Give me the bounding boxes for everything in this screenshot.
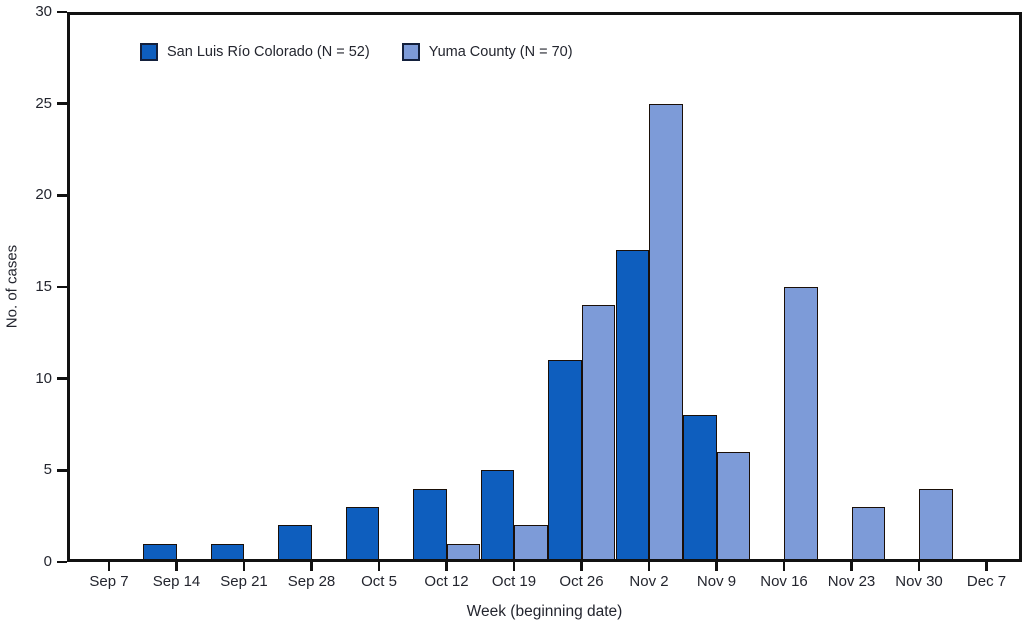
bar-san-luis-rio-colorado-oct-26 [548,360,582,562]
bar-yuma-county-nov-30 [919,488,953,562]
x-tick-label: Oct 5 [361,573,397,590]
legend: San Luis Río Colorado (N = 52) Yuma Coun… [140,43,573,61]
y-tick-mark [57,560,67,564]
x-tick-label: Dec 7 [966,573,1007,590]
y-tick-label: 30 [35,3,52,20]
legend-label-san-luis-rio-colorado: San Luis Río Colorado (N = 52) [167,44,370,60]
y-tick-mark [57,10,67,14]
x-tick-mark [175,562,178,571]
bar-yuma-county-oct-19 [514,525,548,562]
x-tick-label: Sep 21 [220,573,268,590]
x-tick-mark [242,562,246,571]
y-tick-mark [57,194,67,197]
x-tick-label: Sep 7 [89,573,129,590]
bar-san-luis-rio-colorado-sep-28 [278,525,312,562]
x-tick-mark [917,562,921,571]
bar-san-luis-rio-colorado-nov-9 [683,415,717,562]
x-tick-mark [445,562,448,571]
bar-san-luis-rio-colorado-oct-5 [345,507,379,562]
plot-area-border [67,12,1022,562]
x-tick-label: Sep 28 [287,573,336,590]
legend-item-san-luis-rio-colorado: San Luis Río Colorado (N = 52) [140,43,370,61]
y-tick-label: 20 [35,186,52,204]
x-tick-label: Oct 12 [424,573,469,590]
x-tick-mark [107,562,111,571]
legend-item-yuma-county: Yuma County (N = 70) [401,43,573,61]
y-tick-label: 0 [43,553,52,570]
bar-san-luis-rio-colorado-nov-2 [615,250,649,562]
bar-san-luis-rio-colorado-sep-14 [143,543,177,562]
x-tick-label: Nov 16 [760,573,808,590]
x-tick-label: Oct 19 [491,573,537,590]
x-tick-label: Nov 30 [895,573,943,590]
y-tick-label: 10 [35,369,52,387]
x-tick-mark [512,562,516,571]
bar-san-luis-rio-colorado-oct-19 [480,470,514,562]
legend-swatch-san-luis-rio-colorado [140,43,158,61]
x-tick-mark [850,562,853,571]
x-tick-label: Nov 9 [696,573,737,590]
x-tick-label: Oct 26 [559,573,604,590]
bar-san-luis-rio-colorado-sep-21 [210,543,244,562]
legend-label-yuma-county: Yuma County (N = 70) [428,44,573,60]
x-tick-label: Nov 23 [827,573,876,590]
legend-swatch-yuma-county [401,43,420,61]
y-tick-mark [57,102,67,105]
x-tick-mark [647,562,651,571]
x-tick-mark [782,562,786,571]
x-axis-title: Week (beginning date) [466,603,623,620]
x-tick-mark [310,562,313,571]
bar-yuma-county-nov-9 [716,452,750,562]
bar-yuma-county-oct-26 [581,305,615,562]
bar-yuma-county-nov-16 [784,287,818,562]
y-tick-mark [57,285,67,289]
bar-yuma-county-oct-12 [446,543,480,562]
x-tick-mark [377,562,381,571]
y-tick-mark [57,377,67,380]
x-tick-label: Nov 2 [629,573,669,590]
y-tick-label: 25 [35,94,52,112]
bar-yuma-county-nov-23 [851,507,885,562]
x-tick-mark [715,562,718,571]
y-tick-label: 15 [35,278,52,295]
bar-san-luis-rio-colorado-oct-12 [413,488,447,562]
x-tick-mark [580,562,583,571]
y-tick-label: 5 [43,461,52,479]
x-tick-mark [985,562,988,571]
y-tick-mark [57,469,67,472]
bar-yuma-county-nov-2 [649,103,683,562]
x-tick-label: Sep 14 [152,573,201,590]
